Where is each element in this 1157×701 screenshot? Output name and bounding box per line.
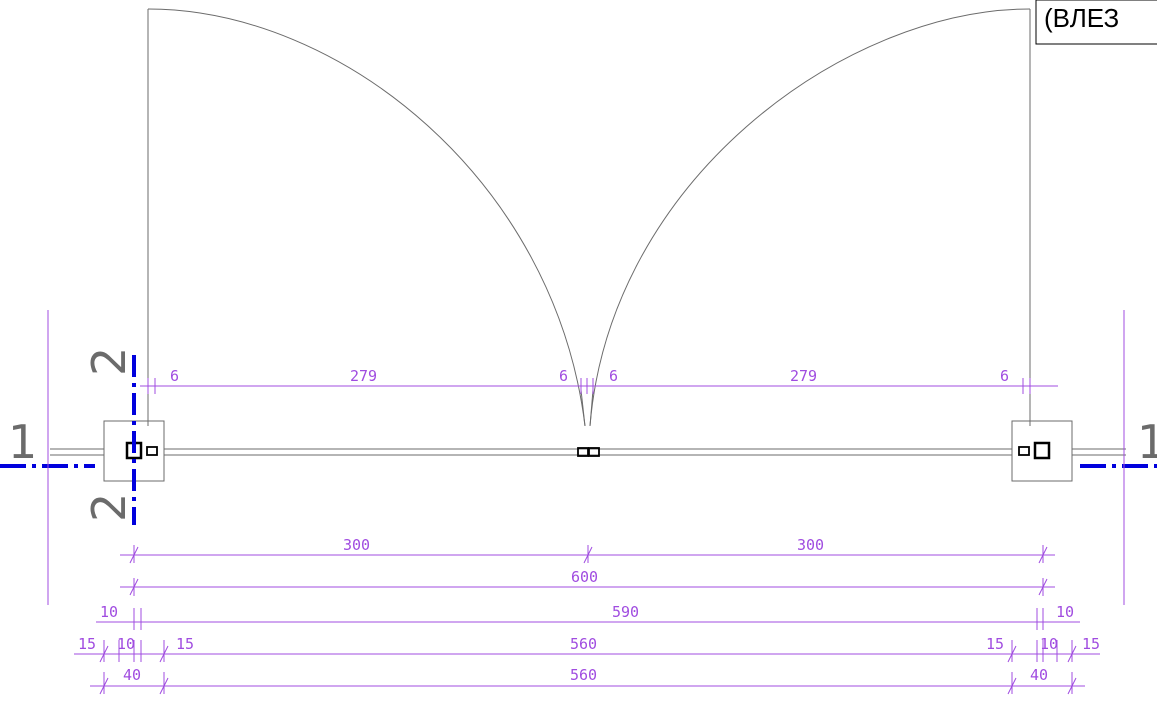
- dim-top-6-d: 6: [1000, 367, 1009, 385]
- dim-600: 600: [571, 568, 598, 586]
- axis-label-2-bottom: 2: [82, 493, 136, 522]
- dim-560a-right-post: 15: [986, 635, 1004, 653]
- dim-top-279-b: 279: [790, 367, 817, 385]
- right-post: [1011, 420, 1073, 482]
- axis-label-1-left: 1: [8, 415, 37, 469]
- right-door-swing-arc: [589, 8, 1031, 427]
- dim-560a-left-inner: 10: [117, 635, 135, 653]
- dim-top-6-a: 6: [170, 367, 179, 385]
- left-door-swing-arc: [147, 8, 586, 427]
- right-door-edge-line: [589, 389, 594, 427]
- dim-top-279-a: 279: [350, 367, 377, 385]
- dim-560b-right-40: 40: [1030, 666, 1048, 684]
- axis-label-1-right: 1: [1137, 415, 1157, 469]
- axis-label-2-top: 2: [82, 347, 136, 376]
- axis-lines: [0, 310, 1157, 605]
- axis-labels: 1 1 2 2: [8, 347, 1157, 522]
- dim-300-left: 300: [343, 536, 370, 554]
- dim-560a-right-outer: 15: [1082, 635, 1100, 653]
- dim-590-right-10: 10: [1056, 603, 1074, 621]
- dim-560a-left-post: 15: [176, 635, 194, 653]
- title-box-text: (ВЛЕЗ: [1044, 3, 1119, 33]
- dim-560a: 560: [570, 635, 597, 653]
- dim-590: 590: [612, 603, 639, 621]
- dimension-labels: 6 279 6 6 279 6 300 300 600 10 590 10 15…: [78, 367, 1100, 684]
- dim-560b-left-40: 40: [123, 666, 141, 684]
- threshold-line: [50, 447, 1126, 457]
- dim-300-right: 300: [797, 536, 824, 554]
- dimension-lines: [74, 378, 1100, 695]
- dim-590-left-10: 10: [100, 603, 118, 621]
- left-door-edge-line: [580, 389, 586, 427]
- dim-top-6-c: 6: [609, 367, 618, 385]
- dim-top-6-b: 6: [559, 367, 568, 385]
- dim-560b: 560: [570, 666, 597, 684]
- dim-560a-right-inner: 10: [1040, 635, 1058, 653]
- dim-560a-left-outer: 15: [78, 635, 96, 653]
- door-swing-group: [147, 8, 1031, 427]
- title-box: (ВЛЕЗ: [1035, 0, 1157, 45]
